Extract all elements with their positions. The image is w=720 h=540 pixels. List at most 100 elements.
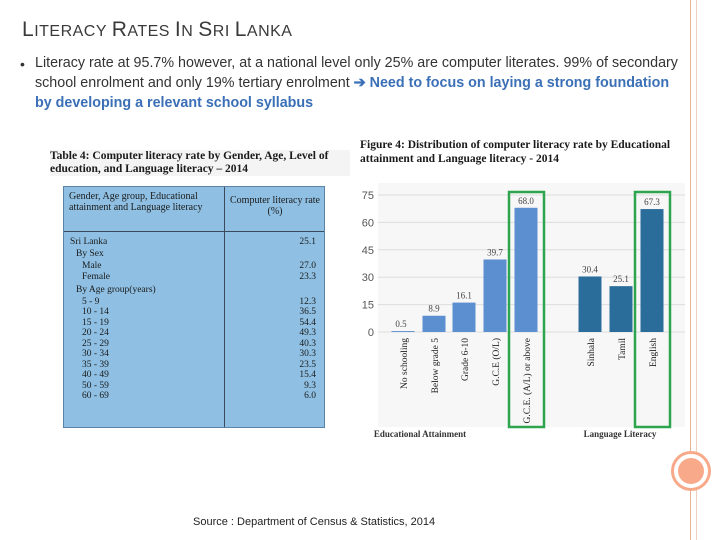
table-header: Gender, Age group, Educational attainmen… (64, 187, 324, 427)
bar-value-label: 30.4 (582, 264, 598, 274)
bar (514, 207, 538, 332)
table-row-value: 40.3 (299, 339, 316, 349)
table-row-label: 15 - 19 (82, 318, 109, 328)
bar-value-label: 68.0 (518, 196, 534, 206)
table-row-label: 10 - 14 (82, 307, 109, 317)
y-tick-label: 30 (362, 272, 374, 284)
decor-circle-inner (678, 458, 704, 484)
bullet-text: Literacy rate at 95.7% however, at a nat… (35, 53, 680, 113)
table-row: By Sex (64, 249, 324, 259)
table-row-value: 9.3 (304, 381, 316, 391)
title-part: ATES (127, 23, 175, 40)
figure-caption: Figure 4: Distribution of computer liter… (360, 139, 671, 165)
category-label: Below grade 5 (431, 338, 441, 394)
y-tick-label: 0 (368, 327, 374, 339)
table-row-value: 15.4 (299, 370, 316, 380)
bullet-marker: • (20, 56, 25, 72)
table-caption: Table 4: Computer literacy rate by Gende… (50, 150, 350, 176)
table-row-value: 6.0 (304, 391, 316, 401)
category-label: No schooling (400, 338, 410, 389)
title-part: RI (212, 23, 235, 40)
y-tick-label: 60 (362, 217, 374, 229)
bar-value-label: 16.1 (456, 291, 472, 301)
table-row-value: 25.1 (299, 237, 316, 247)
table-row-label: Sri Lanka (70, 237, 108, 247)
table-row-label: By Age group(years) (76, 285, 156, 295)
table-row: 40 - 49 15.4 (64, 370, 324, 380)
literacy-table: Gender, Age group, Educational attainmen… (63, 186, 325, 428)
bar (452, 302, 476, 332)
table-header-col1: Gender, Age group, Educational attainmen… (69, 191, 203, 213)
bar-value-label: 67.3 (644, 197, 660, 207)
table-row: 25 - 29 40.3 (64, 339, 324, 349)
bar-value-label: 0.5 (395, 319, 407, 329)
table-row-label: 50 - 59 (82, 381, 109, 391)
slide-border-line-2 (696, 0, 697, 540)
table-row-value: 30.3 (299, 349, 316, 359)
table-row-label: By Sex (76, 249, 104, 259)
bar-value-label: 25.1 (613, 274, 629, 284)
bullet-body: Literacy rate at 95.7% however, at a nat… (35, 55, 678, 91)
table-divider (224, 187, 225, 427)
source-note: Source : Department of Census & Statisti… (193, 516, 436, 528)
bar (609, 286, 633, 332)
category-label: G.C.E (O/L) (491, 338, 502, 386)
table-row-label: 60 - 69 (82, 391, 109, 401)
bar-value-label: 8.9 (428, 304, 440, 314)
table-row-value: 36.5 (299, 307, 316, 317)
table-row: Sri Lanka 25.1 (64, 237, 324, 247)
title-part: R (111, 18, 128, 41)
highlight-box (507, 190, 546, 429)
arrow-icon: ➔ (353, 75, 366, 91)
table-row-value: 49.3 (299, 328, 316, 338)
table-row-label: 40 - 49 (82, 370, 109, 380)
bar (391, 331, 415, 332)
table-row: 10 - 14 36.5 (64, 307, 324, 317)
literacy-bar-chart: 0 15 30 45 60 75 0.5 No schooling 8.9 Below grade… (362, 183, 685, 439)
table-row-value: 23.5 (299, 360, 316, 370)
bar (483, 259, 507, 332)
y-tick-label: 45 (362, 245, 374, 257)
table-row: Male 27.0 (64, 261, 324, 271)
title-part: I (174, 18, 182, 41)
table-row: 50 - 59 9.3 (64, 381, 324, 391)
category-label: Tamil (618, 338, 628, 360)
title-part: ITERACY (34, 23, 112, 40)
table-header-col2: Computer literacy rate (%) (230, 195, 320, 217)
table-row-value: 23.3 (299, 272, 316, 282)
bar (640, 209, 664, 332)
table-row: 15 - 19 54.4 (64, 318, 324, 328)
table-row-label: 30 - 34 (82, 349, 109, 359)
bar (422, 315, 446, 332)
table-row: 5 - 9 12.3 (64, 297, 324, 307)
table-row-value: 54.4 (299, 318, 316, 328)
table-row: 30 - 34 30.3 (64, 349, 324, 359)
table-row: Female 23.3 (64, 272, 324, 282)
title-part: N (181, 23, 199, 40)
slide-title: LITERACY RATES IN SRI LANKA (22, 18, 292, 42)
table-row-value: 27.0 (299, 261, 316, 271)
title-part: L (234, 18, 247, 41)
category-label: G.C.E. (A/L) or above (522, 338, 533, 423)
table-row: By Age group(years) (64, 285, 324, 295)
y-tick-label: 15 (362, 300, 374, 312)
table-row-label: 5 - 9 (82, 297, 100, 307)
group-label: Language Literacy (584, 429, 657, 439)
bar (578, 276, 602, 332)
y-tick-label: 75 (362, 190, 374, 202)
category-label: Grade 6-10 (461, 338, 471, 381)
table-row: 60 - 69 6.0 (64, 391, 324, 401)
table-row: 20 - 24 49.3 (64, 328, 324, 338)
group-label: Educational Attainment (374, 429, 466, 439)
category-label: English (649, 338, 659, 367)
bar-value-label: 39.7 (487, 247, 503, 257)
slide-border-line (690, 0, 691, 540)
title-part: S (198, 18, 213, 41)
bullet-highlight: Need to focus on laying a strong foundat… (35, 75, 670, 111)
table-row-label: Female (82, 272, 110, 282)
table-row-label: 20 - 24 (82, 328, 109, 338)
table-row-label: 35 - 39 (82, 360, 109, 370)
title-part: ANKA (246, 23, 293, 40)
table-row-label: 25 - 29 (82, 339, 109, 349)
table-row: 35 - 39 23.5 (64, 360, 324, 370)
